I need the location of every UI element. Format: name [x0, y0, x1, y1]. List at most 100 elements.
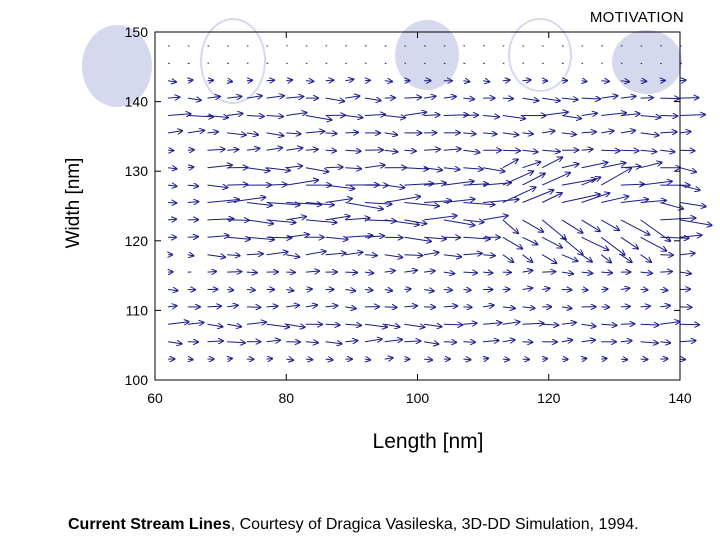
vector-arrow: [187, 98, 201, 100]
vector-arrow: [581, 132, 596, 133]
vector-arrow: [581, 254, 592, 262]
vector-arrow: [247, 80, 252, 81]
vector-arrow: [325, 133, 337, 134]
vector-arrow: [679, 80, 686, 81]
vector-arrow: [640, 162, 662, 169]
vector-arrow: [187, 237, 198, 238]
vector-arrow: [561, 236, 583, 254]
vector-arrow: [502, 307, 515, 309]
vector-arrow: [640, 181, 672, 186]
vector-arrow: [522, 133, 533, 134]
vector-arrow: [620, 341, 632, 342]
vector-arrow: [207, 272, 217, 273]
vector-arrow: [660, 322, 679, 325]
vector-arrow: [502, 340, 515, 342]
vector-arrow: [227, 185, 247, 186]
vector-arrow: [463, 133, 475, 134]
vector-arrow: [581, 340, 595, 342]
vector-arrow: [207, 185, 228, 187]
vector-arrow: [660, 306, 670, 307]
vector-arrow: [325, 359, 333, 360]
vector-arrow: [246, 290, 255, 291]
vector-arrow: [384, 133, 398, 135]
vector-arrow: [286, 255, 299, 257]
vector-arrow: [345, 218, 369, 220]
vector-arrow: [168, 203, 176, 204]
vector-arrow: [679, 324, 699, 325]
y-tick-label: 140: [125, 94, 149, 110]
vector-arrow: [187, 116, 213, 117]
vector-arrow: [325, 199, 352, 203]
vector-arrow: [227, 272, 241, 273]
vector-arrow: [305, 220, 337, 223]
vector-arrow: [561, 254, 578, 262]
vector-arrow: [601, 168, 631, 186]
vector-arrow: [620, 131, 635, 133]
vector-arrow: [207, 149, 225, 150]
vector-arrow: [246, 203, 272, 206]
vector-arrow: [325, 80, 334, 81]
vector-arrow: [581, 236, 609, 250]
vector-arrow: [286, 113, 306, 116]
vector-arrow: [679, 184, 700, 190]
vector-arrow: [345, 252, 362, 255]
vector-arrow: [325, 237, 348, 239]
vector-arrow: [364, 255, 377, 256]
vector-arrow: [384, 185, 405, 188]
vector-arrow: [463, 150, 479, 152]
vector-arrow: [227, 81, 232, 82]
vector-arrow: [246, 219, 273, 224]
vector-arrow: [207, 132, 218, 133]
x-tick-label: 80: [278, 390, 294, 406]
vector-arrow: [266, 96, 284, 98]
decor-circle-1: [82, 25, 152, 107]
vector-arrow: [168, 185, 176, 186]
vector-arrow: [620, 236, 638, 248]
vector-arrow: [522, 270, 533, 272]
vector-arrow: [640, 306, 650, 307]
vector-arrow: [266, 203, 300, 205]
vector-arrow: [266, 324, 290, 327]
vector-arrow: [581, 177, 601, 186]
vector-arrow: [601, 289, 607, 290]
vector-arrow: [286, 180, 318, 186]
vector-arrow: [266, 116, 284, 117]
vector-arrow: [443, 290, 452, 291]
vector-arrow: [620, 254, 632, 263]
vector-arrow: [384, 307, 397, 308]
vector-arrow: [424, 168, 442, 170]
vector-arrow: [581, 290, 588, 291]
vector-arrow: [582, 358, 587, 359]
vector-arrow: [443, 255, 461, 257]
vector-arrow: [522, 150, 538, 152]
vector-arrow: [620, 166, 641, 167]
vector-arrow: [404, 306, 417, 307]
vector-arrow: [168, 322, 189, 325]
vector-arrow: [227, 197, 265, 203]
vector-arrow: [384, 324, 400, 327]
vector-arrow: [443, 272, 455, 274]
vector-arrow: [640, 116, 661, 118]
vector-arrow: [345, 324, 361, 325]
vector-arrow: [640, 236, 667, 251]
vector-arrow: [463, 98, 474, 99]
vector-arrow: [404, 236, 431, 241]
vector-arrow: [640, 200, 666, 202]
vector-arrow: [325, 184, 355, 189]
vector-arrow: [404, 324, 424, 327]
vector-arrow: [305, 359, 312, 360]
vector-arrow: [424, 359, 432, 360]
vector-arrow: [227, 324, 241, 326]
vector-arrow: [640, 133, 659, 135]
vector-arrow: [601, 324, 616, 325]
vector-arrow: [502, 359, 509, 360]
vector-arrow: [502, 254, 514, 262]
vector-arrow: [581, 113, 597, 115]
vector-arrow: [581, 324, 596, 326]
vector-arrow: [561, 179, 596, 186]
vector-arrow: [541, 157, 562, 169]
vector-arrow: [207, 324, 223, 326]
vector-arrow: [561, 272, 573, 274]
vector-arrow: [286, 290, 293, 291]
vector-arrow: [305, 131, 324, 133]
